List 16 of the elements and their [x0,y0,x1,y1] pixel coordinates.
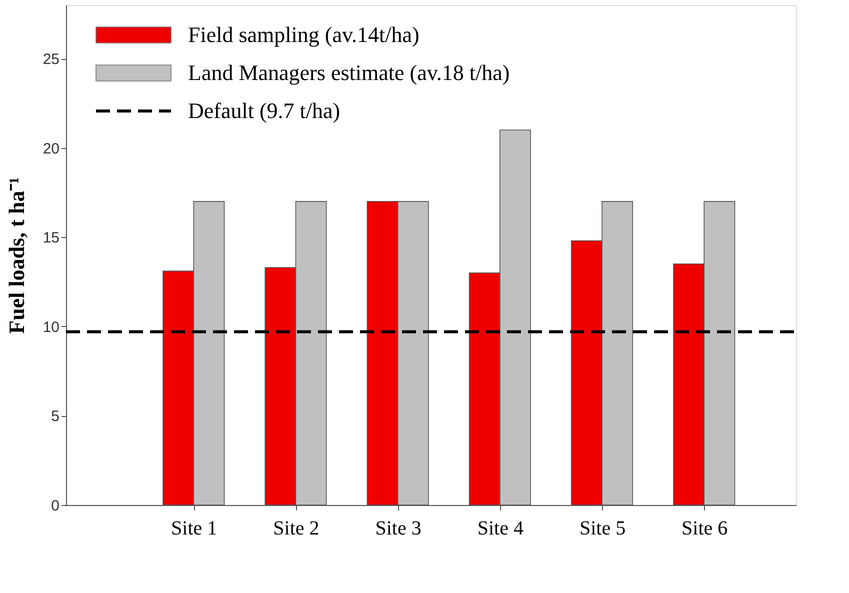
x-tick-label: Site 1 [171,518,218,540]
x-tick-label: Site 5 [579,518,626,540]
y-axis-title: Fuel loads, t ha⁻¹ [4,177,29,334]
x-tick-label: Site 6 [682,518,728,540]
x-tick-label: Site 4 [477,518,524,540]
legend-label: Default (9.7 t/ha) [188,98,340,123]
y-tick-label: 5 [51,408,60,426]
y-tick-label: 0 [51,498,60,514]
x-tick-label: Site 2 [273,518,320,540]
y-tick-label: 25 [42,51,60,68]
legend-label: Field sampling (av.14t/ha) [188,22,420,47]
x-tick-label: Site 3 [375,518,422,540]
legend-label: Land Managers estimate (av.18 t/ha) [188,60,510,85]
y-tick-label: 15 [42,230,60,247]
y-tick-label: 10 [42,318,60,336]
y-tick-label: 20 [42,140,60,158]
